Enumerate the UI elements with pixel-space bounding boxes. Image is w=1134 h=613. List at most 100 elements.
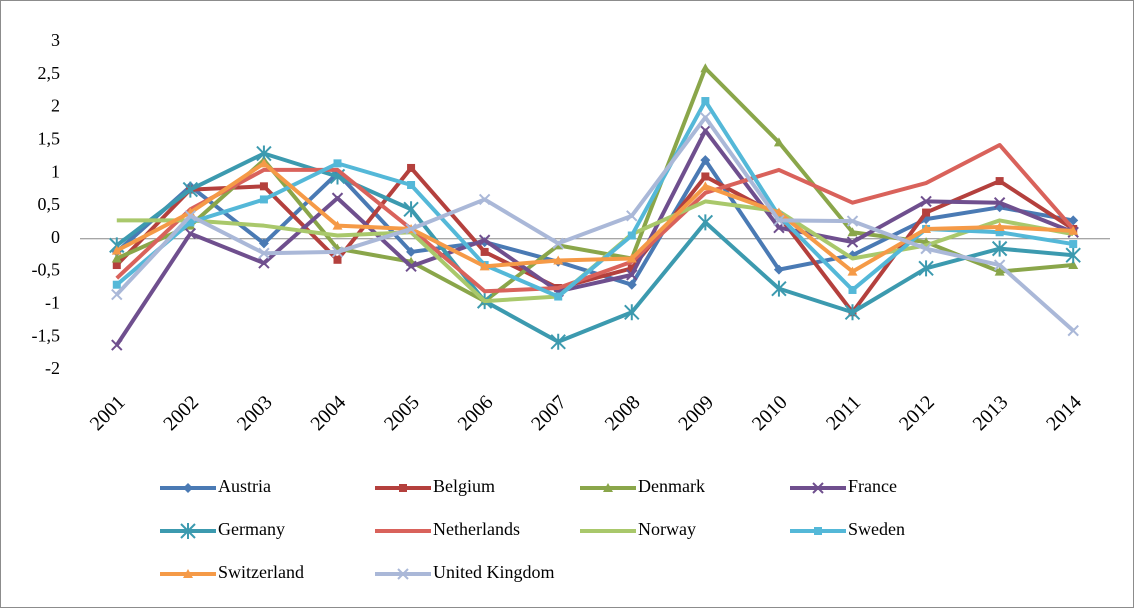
series-line [115,115,1075,333]
marker [405,260,417,273]
marker [701,172,710,181]
legend-label: Belgium [433,476,495,496]
marker [993,259,1006,271]
marker [697,214,714,231]
y-tick-label: 1,5 [38,129,61,149]
y-tick-label: 2 [51,96,60,116]
marker [258,158,269,168]
series-line [115,151,1074,344]
marker [846,236,859,248]
marker [699,111,712,124]
marker [844,304,861,321]
marker [112,261,121,270]
marker [627,264,636,273]
marker [626,279,637,290]
marker [1068,225,1079,235]
marker [111,339,123,351]
marker [920,195,932,208]
marker [406,246,417,257]
legend-label: Switzerland [218,562,304,582]
marker [553,255,564,265]
marker [994,221,1005,231]
y-tick-label: -0,5 [32,260,61,280]
marker [478,193,491,206]
marker [626,210,638,222]
y-tick-label: 0,5 [38,194,61,214]
series-line [115,165,1075,315]
marker [847,250,858,261]
series-line [115,161,1074,274]
marker [847,266,858,276]
marker [603,483,613,492]
marker [182,181,199,198]
y-tick-label: 2,5 [38,63,61,83]
marker [1065,247,1081,264]
marker [920,242,932,255]
legend-label: United Kingdom [433,562,555,582]
marker [1068,215,1079,226]
marker [333,255,342,264]
marker [180,523,196,539]
marker [112,280,121,289]
marker [921,223,932,233]
marker [700,181,711,191]
legend-label: Netherlands [433,519,520,539]
marker [184,210,197,222]
marker [624,304,640,321]
marker [846,215,859,227]
marker [399,484,407,492]
marker [701,97,710,106]
marker [552,237,564,250]
marker [407,181,416,190]
marker [994,266,1005,276]
series-line [115,99,1074,299]
marker [771,280,787,297]
y-tick-label: -2 [45,358,60,378]
marker [332,220,343,230]
marker [333,159,342,168]
marker [331,246,344,258]
marker [699,124,712,137]
series-line [115,142,1075,294]
marker [1068,260,1079,270]
y-tick-label: -1,5 [32,325,61,345]
y-tick-label: 3 [51,30,60,50]
legend-label: Norway [638,519,696,539]
marker [554,292,563,301]
y-tick-label: 0 [51,227,60,247]
marker [922,208,931,217]
marker [478,234,491,246]
marker [812,482,824,494]
marker [700,155,711,166]
marker [258,247,270,259]
marker [773,137,784,147]
marker [993,197,1006,209]
marker [259,195,268,204]
legend-label: Denmark [638,476,705,496]
marker [258,257,270,269]
marker [814,527,822,535]
marker [331,192,344,204]
marker [995,228,1004,237]
marker [111,288,123,301]
marker [397,568,409,580]
legend-label: Sweden [848,519,905,539]
legend-label: Austria [218,476,271,496]
marker [700,63,711,73]
marker [258,238,269,249]
marker [111,253,122,263]
y-tick-label: 1 [51,161,60,181]
marker [403,201,419,218]
marker [405,223,417,235]
marker [479,261,490,271]
marker [773,264,784,275]
y-tick-label: -1 [45,293,60,313]
marker [847,227,858,237]
marker [186,218,195,227]
marker [626,269,638,281]
marker [1069,240,1078,249]
marker [407,163,416,172]
marker [918,260,934,277]
